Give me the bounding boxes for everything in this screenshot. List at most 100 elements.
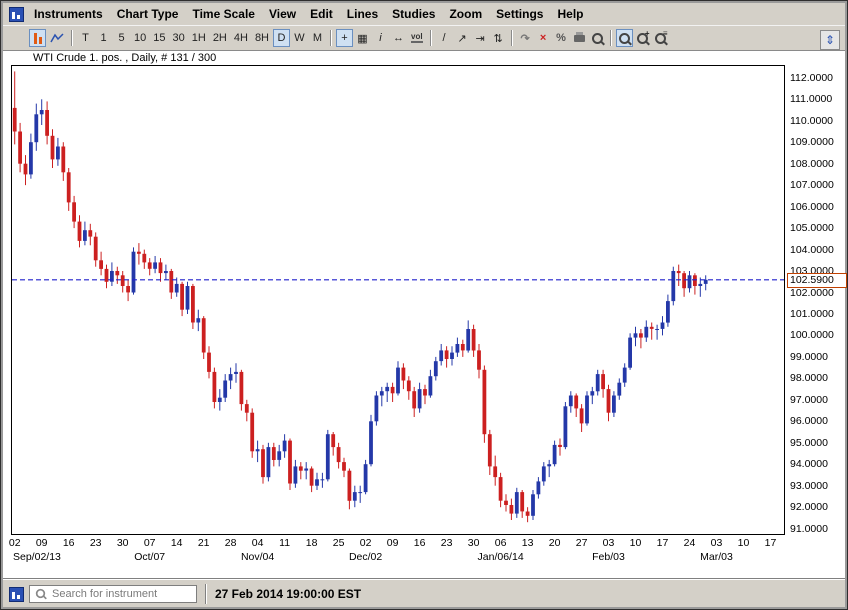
- timeframe-tick-button[interactable]: T: [77, 29, 94, 47]
- menu-edit[interactable]: Edit: [303, 5, 340, 23]
- time-axis-label: 03: [708, 537, 726, 549]
- magnifier-overlay: ≡: [663, 30, 668, 38]
- toolbar-separator: [71, 30, 73, 46]
- timeframe-2h-button[interactable]: 2H: [210, 29, 230, 47]
- chart-title: WTI Crude 1. pos. , Daily, # 131 / 300: [33, 52, 216, 64]
- timeframe-5-button[interactable]: 5: [113, 29, 130, 47]
- time-axis-label: 16: [60, 537, 78, 549]
- toolbar-separator: [430, 30, 432, 46]
- price-axis-label: 104.0000: [790, 244, 834, 256]
- price-axis[interactable]: 91.000092.000093.000094.000095.000096.00…: [790, 66, 844, 534]
- timeframe-15-button[interactable]: 15: [150, 29, 168, 47]
- ray-tool-button[interactable]: ↗: [454, 29, 471, 47]
- price-axis-label: 91.0000: [790, 523, 828, 535]
- chart-area[interactable]: WTI Crude 1. pos. , Daily, # 131 / 300 9…: [3, 51, 845, 579]
- statusbar: 27 Feb 2014 19:00:00 EST: [3, 579, 845, 607]
- info-tool-button[interactable]: i: [372, 29, 389, 47]
- timeframe-10-button[interactable]: 10: [131, 29, 149, 47]
- time-axis-label: 25: [330, 537, 348, 549]
- menubar: InstrumentsChart TypeTime ScaleViewEditL…: [3, 3, 845, 25]
- menu-time-scale[interactable]: Time Scale: [185, 5, 261, 23]
- last-price-tag: 102.5900: [787, 273, 847, 288]
- print-button[interactable]: [571, 29, 588, 47]
- price-axis-label: 107.0000: [790, 179, 834, 191]
- timeframe-1h-button[interactable]: 1H: [189, 29, 209, 47]
- time-axis-label: 24: [681, 537, 699, 549]
- magnifier-icon: [619, 33, 630, 44]
- printer-icon: [574, 35, 585, 42]
- chart-type-line-button[interactable]: [47, 29, 67, 47]
- crosshair-tool-button[interactable]: +: [336, 29, 353, 47]
- clock-timestamp: 27 Feb 2014 19:00:00 EST: [215, 587, 361, 601]
- search-input[interactable]: [50, 587, 196, 601]
- panel-toggle-button[interactable]: ⇕: [820, 30, 840, 50]
- menu-chart-type[interactable]: Chart Type: [110, 5, 186, 23]
- chart-type-candlestick-button[interactable]: [29, 29, 46, 47]
- timeframe-8h-button[interactable]: 8H: [252, 29, 272, 47]
- time-axis-label: 20: [546, 537, 564, 549]
- statusbar-logo-icon: [9, 587, 24, 602]
- time-axis-label: 03: [600, 537, 618, 549]
- delete-drawing-button[interactable]: ×: [535, 29, 552, 47]
- time-axis-label: 27: [573, 537, 591, 549]
- timeframe-monthly-button[interactable]: M: [309, 29, 326, 47]
- price-axis-label: 106.0000: [790, 201, 834, 213]
- timeframe-daily-button[interactable]: D: [273, 29, 290, 47]
- candlestick-plot[interactable]: [11, 65, 785, 535]
- zoom-tool-button[interactable]: [616, 29, 633, 47]
- price-axis-label: 94.0000: [790, 458, 828, 470]
- toolbar-separator: [511, 30, 513, 46]
- time-axis-label: 17: [762, 537, 780, 549]
- zoom-in-button[interactable]: +: [634, 29, 651, 47]
- price-axis-label: 101.0000: [790, 308, 834, 320]
- timeframe-30-button[interactable]: 30: [170, 29, 188, 47]
- volume-toggle-button[interactable]: vol: [408, 29, 426, 47]
- time-axis-month-label: Mar/03: [700, 551, 733, 563]
- extended-line-tool-button[interactable]: ⇥: [472, 29, 489, 47]
- candlestick-icon: [33, 33, 43, 44]
- search-box[interactable]: [29, 585, 197, 603]
- menu-view[interactable]: View: [262, 5, 303, 23]
- vertical-line-tool-button[interactable]: ⇅: [490, 29, 507, 47]
- time-axis-months: Sep/02/13Oct/07Nov/04Dec/02Jan/06/14Feb/…: [12, 551, 784, 564]
- time-axis-label: 23: [87, 537, 105, 549]
- menu-instruments[interactable]: Instruments: [27, 5, 110, 23]
- price-axis-label: 99.0000: [790, 351, 828, 363]
- time-axis-label: 07: [141, 537, 159, 549]
- zoom-preview-button[interactable]: [589, 29, 606, 47]
- timeframe-1-button[interactable]: 1: [95, 29, 112, 47]
- price-axis-label: 95.0000: [790, 437, 828, 449]
- time-axis[interactable]: 0209162330071421280411182502091623300613…: [12, 537, 784, 549]
- price-axis-label: 96.0000: [790, 415, 828, 427]
- timeframe-weekly-button[interactable]: W: [291, 29, 308, 47]
- price-axis-label: 105.0000: [790, 222, 834, 234]
- time-axis-label: 18: [303, 537, 321, 549]
- time-axis-label: 02: [6, 537, 24, 549]
- time-axis-label: 14: [168, 537, 186, 549]
- menu-lines[interactable]: Lines: [340, 5, 385, 23]
- time-axis-label: 21: [195, 537, 213, 549]
- timeframe-4h-button[interactable]: 4H: [231, 29, 251, 47]
- menu-zoom[interactable]: Zoom: [442, 5, 489, 23]
- menu-settings[interactable]: Settings: [489, 5, 550, 23]
- price-axis-label: 98.0000: [790, 372, 828, 384]
- menu-help[interactable]: Help: [550, 5, 590, 23]
- toolbar: T151015301H2H4H8HDWM+▦i↔vol/↗⇥⇅↷×%+≡⇕: [3, 25, 845, 51]
- magnifier-icon: [592, 33, 603, 44]
- trendline-tool-button[interactable]: /: [436, 29, 453, 47]
- undo-button[interactable]: ↷: [517, 29, 534, 47]
- toolbar-separator: [610, 30, 612, 46]
- zoom-range-button[interactable]: ≡: [652, 29, 669, 47]
- price-axis-label: 97.0000: [790, 394, 828, 406]
- volume-icon: vol: [411, 33, 423, 43]
- grid-toggle-button[interactable]: ▦: [354, 29, 371, 47]
- menu-studies[interactable]: Studies: [385, 5, 442, 23]
- delete-all-drawings-button[interactable]: %: [553, 29, 570, 47]
- time-axis-label: 11: [276, 537, 294, 549]
- time-axis-label: 04: [249, 537, 267, 549]
- horizontal-expand-button[interactable]: ↔: [390, 29, 407, 47]
- price-axis-label: 108.0000: [790, 158, 834, 170]
- time-axis-label: 16: [411, 537, 429, 549]
- time-axis-month-label: Oct/07: [134, 551, 165, 563]
- time-axis-month-label: Dec/02: [349, 551, 382, 563]
